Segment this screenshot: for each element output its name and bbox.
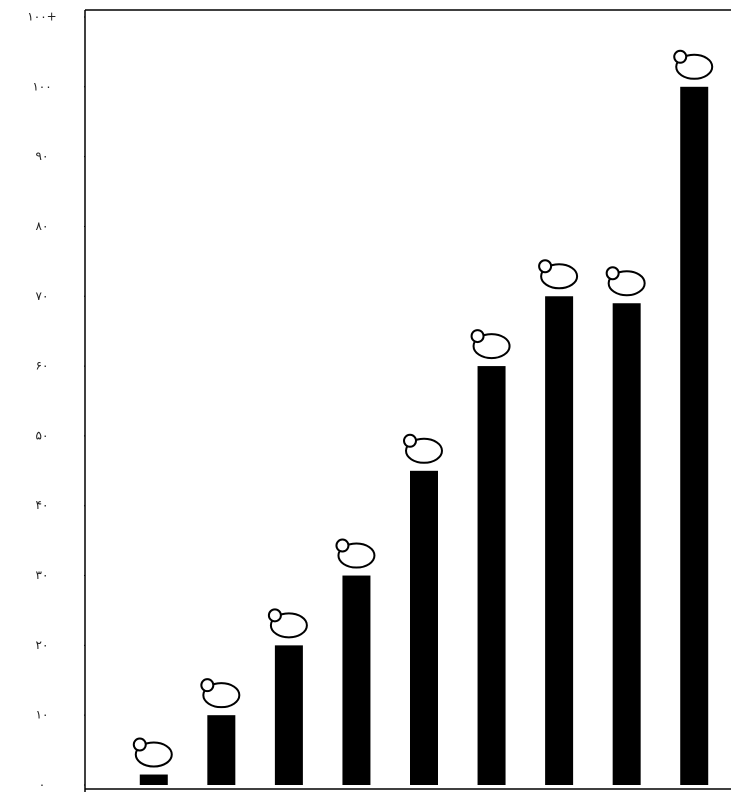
y-tick-label: ۱۰۰+ (27, 9, 56, 23)
animal-icon-head (673, 49, 688, 64)
y-tick-label: ۲۰ (36, 638, 49, 652)
bar (680, 86, 709, 785)
animal-icon-head (132, 737, 147, 752)
animal-icon-head (605, 266, 620, 281)
bar (477, 366, 506, 785)
bar (207, 715, 236, 785)
animal-icon-head (470, 329, 485, 344)
y-tick-label: ۱۰ (36, 708, 49, 722)
y-tick-label: ۱۰۰ (32, 79, 51, 93)
animal-icon-head (403, 433, 417, 448)
bar (274, 645, 303, 785)
animal-icon-head (200, 678, 215, 693)
y-tick-label: ۴۰ (36, 498, 49, 512)
y-tick-label: ۸۰ (36, 219, 49, 233)
bar (342, 575, 371, 785)
bar (612, 303, 641, 785)
y-tick-label: ۳۰ (36, 568, 49, 582)
animal-icon-head (538, 259, 553, 274)
y-tick-label: ۹۰ (36, 149, 49, 163)
bar (139, 774, 168, 785)
animal-icon-head (335, 538, 350, 553)
y-tick-label: ۰ (39, 778, 45, 792)
bar (545, 296, 574, 785)
y-tick-label: ۵۰ (36, 428, 49, 442)
y-tick-label: ۶۰ (36, 359, 49, 373)
y-tick-label: ۷۰ (36, 289, 49, 303)
bar (410, 470, 438, 785)
animal-icon-head (267, 608, 282, 623)
